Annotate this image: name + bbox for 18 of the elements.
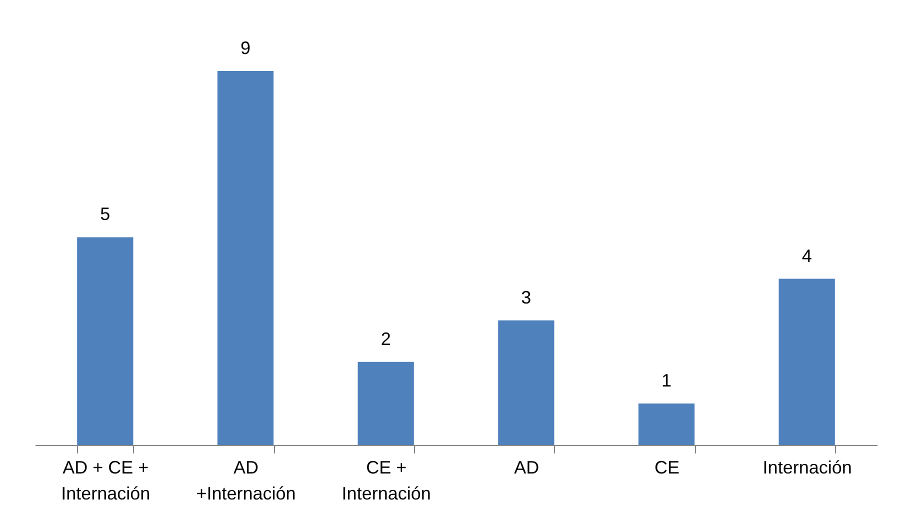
bar: [778, 278, 835, 445]
data-label: 5: [100, 204, 110, 224]
data-label: 9: [240, 38, 251, 58]
x-tick-label: AD +Internación: [196, 458, 296, 504]
x-tick-label: CE: [654, 458, 680, 478]
data-label: 1: [661, 370, 672, 390]
x-tick-label: Internación: [762, 458, 852, 478]
bar: [638, 403, 695, 445]
data-label: 3: [521, 287, 532, 308]
data-label: 2: [380, 328, 391, 349]
bar: [358, 362, 414, 445]
x-tick-label: AD + CE + Internación: [61, 458, 150, 504]
x-tick-label: AD: [514, 458, 540, 478]
x-tick-label: CE + Internación: [342, 458, 431, 504]
bar: [498, 320, 554, 445]
bar: [217, 71, 274, 445]
bar: [77, 237, 134, 445]
data-label: 4: [802, 246, 812, 266]
